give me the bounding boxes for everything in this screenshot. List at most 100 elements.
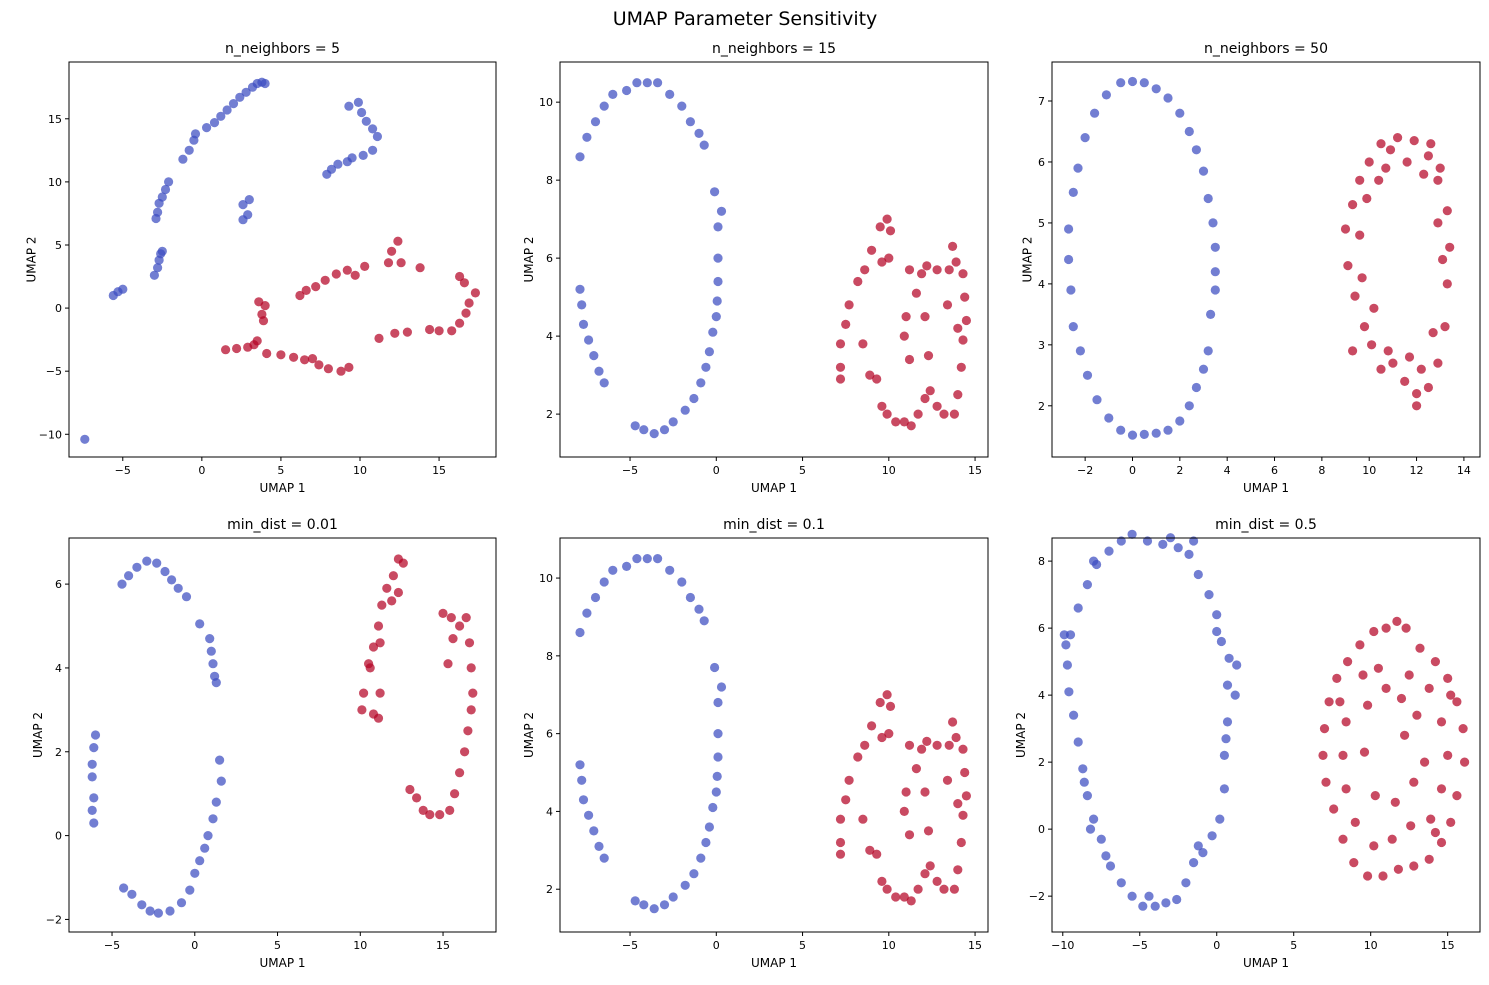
- data-point: [1400, 376, 1410, 386]
- data-point: [1085, 824, 1096, 834]
- data-point: [1341, 784, 1351, 794]
- data-point: [877, 732, 887, 743]
- data-point: [1079, 777, 1089, 787]
- data-point: [1370, 791, 1380, 801]
- data-point: [216, 111, 226, 121]
- data-point: [1355, 640, 1365, 650]
- data-point: [1369, 626, 1379, 637]
- data-point: [461, 613, 471, 623]
- data-point: [885, 226, 896, 236]
- data-point: [1073, 737, 1083, 747]
- data-point: [712, 296, 722, 306]
- data-point: [393, 236, 403, 246]
- data-point: [1161, 898, 1171, 908]
- data-point: [958, 269, 968, 279]
- data-point: [368, 124, 378, 134]
- y-tick-label: 8: [546, 650, 553, 663]
- y-tick-label: 4: [546, 805, 553, 818]
- data-point: [713, 222, 723, 232]
- data-point: [1340, 224, 1351, 234]
- data-point: [1443, 673, 1453, 684]
- data-point: [252, 336, 262, 346]
- data-point: [1068, 187, 1078, 197]
- series-0: [1059, 529, 1242, 911]
- data-point: [608, 89, 618, 99]
- data-point: [835, 849, 846, 859]
- data-point: [1373, 663, 1383, 673]
- data-point: [1078, 764, 1088, 774]
- data-point: [1423, 151, 1433, 161]
- data-point: [1073, 603, 1083, 613]
- data-point: [712, 771, 722, 782]
- data-point: [860, 740, 870, 750]
- data-point: [145, 906, 155, 916]
- x-tick-label: 4: [1224, 464, 1231, 477]
- data-point: [167, 575, 177, 585]
- data-point: [939, 409, 949, 419]
- data-point: [443, 659, 453, 669]
- data-point: [184, 145, 194, 155]
- x-axis-label: UMAP 1: [1243, 481, 1289, 495]
- data-point: [205, 634, 215, 644]
- data-point: [185, 885, 195, 895]
- data-point: [470, 288, 480, 298]
- data-point: [1090, 108, 1100, 118]
- data-point: [875, 222, 885, 232]
- data-point: [1127, 891, 1137, 901]
- data-point: [1198, 166, 1209, 176]
- data-point: [1116, 78, 1126, 88]
- data-point: [1230, 690, 1240, 700]
- data-point: [1082, 791, 1092, 801]
- figure-title: UMAP Parameter Sensitivity: [613, 8, 878, 30]
- data-point: [153, 908, 163, 918]
- data-point: [899, 806, 909, 817]
- data-point: [632, 78, 642, 88]
- subplot-title: min_dist = 0.01: [227, 517, 338, 533]
- data-point: [314, 360, 324, 370]
- data-point: [446, 613, 456, 623]
- data-point: [176, 898, 187, 908]
- data-point: [89, 743, 99, 753]
- data-point: [388, 571, 398, 581]
- data-point: [575, 152, 585, 162]
- data-point: [149, 270, 159, 280]
- data-point: [228, 99, 239, 109]
- data-point: [178, 154, 188, 164]
- data-point: [1080, 133, 1090, 143]
- data-point: [865, 845, 875, 855]
- data-point: [347, 153, 357, 163]
- data-point: [1358, 670, 1368, 680]
- subplot-title: n_neighbors = 5: [225, 41, 340, 57]
- y-tick-label: 5: [1038, 217, 1045, 230]
- y-tick-label: 2: [1038, 400, 1045, 413]
- data-point: [1198, 364, 1209, 374]
- x-tick-label: 8: [1318, 464, 1325, 477]
- data-point: [1191, 145, 1201, 155]
- series-1: [835, 690, 972, 906]
- data-point: [885, 701, 896, 712]
- data-point: [447, 326, 457, 336]
- data-point: [132, 562, 142, 572]
- data-point: [1390, 797, 1400, 807]
- data-point: [1064, 687, 1074, 697]
- data-point: [835, 339, 846, 349]
- y-tick-label: −5: [46, 365, 62, 378]
- data-point: [119, 883, 129, 893]
- data-point: [1362, 193, 1372, 204]
- data-point: [1460, 757, 1470, 767]
- data-point: [344, 101, 354, 111]
- data-point: [949, 409, 960, 419]
- data-point: [241, 87, 251, 97]
- data-point: [944, 740, 954, 750]
- y-tick-label: 0: [1038, 823, 1045, 836]
- data-point: [455, 621, 465, 631]
- data-point: [1127, 529, 1137, 539]
- data-point: [1219, 750, 1229, 761]
- data-point: [357, 705, 367, 715]
- y-tick-label: 10: [539, 96, 553, 109]
- data-point: [844, 775, 854, 785]
- x-tick-label: 15: [436, 939, 450, 952]
- data-point: [1430, 657, 1440, 667]
- axes-frame: [1051, 61, 1481, 458]
- data-point: [460, 747, 470, 757]
